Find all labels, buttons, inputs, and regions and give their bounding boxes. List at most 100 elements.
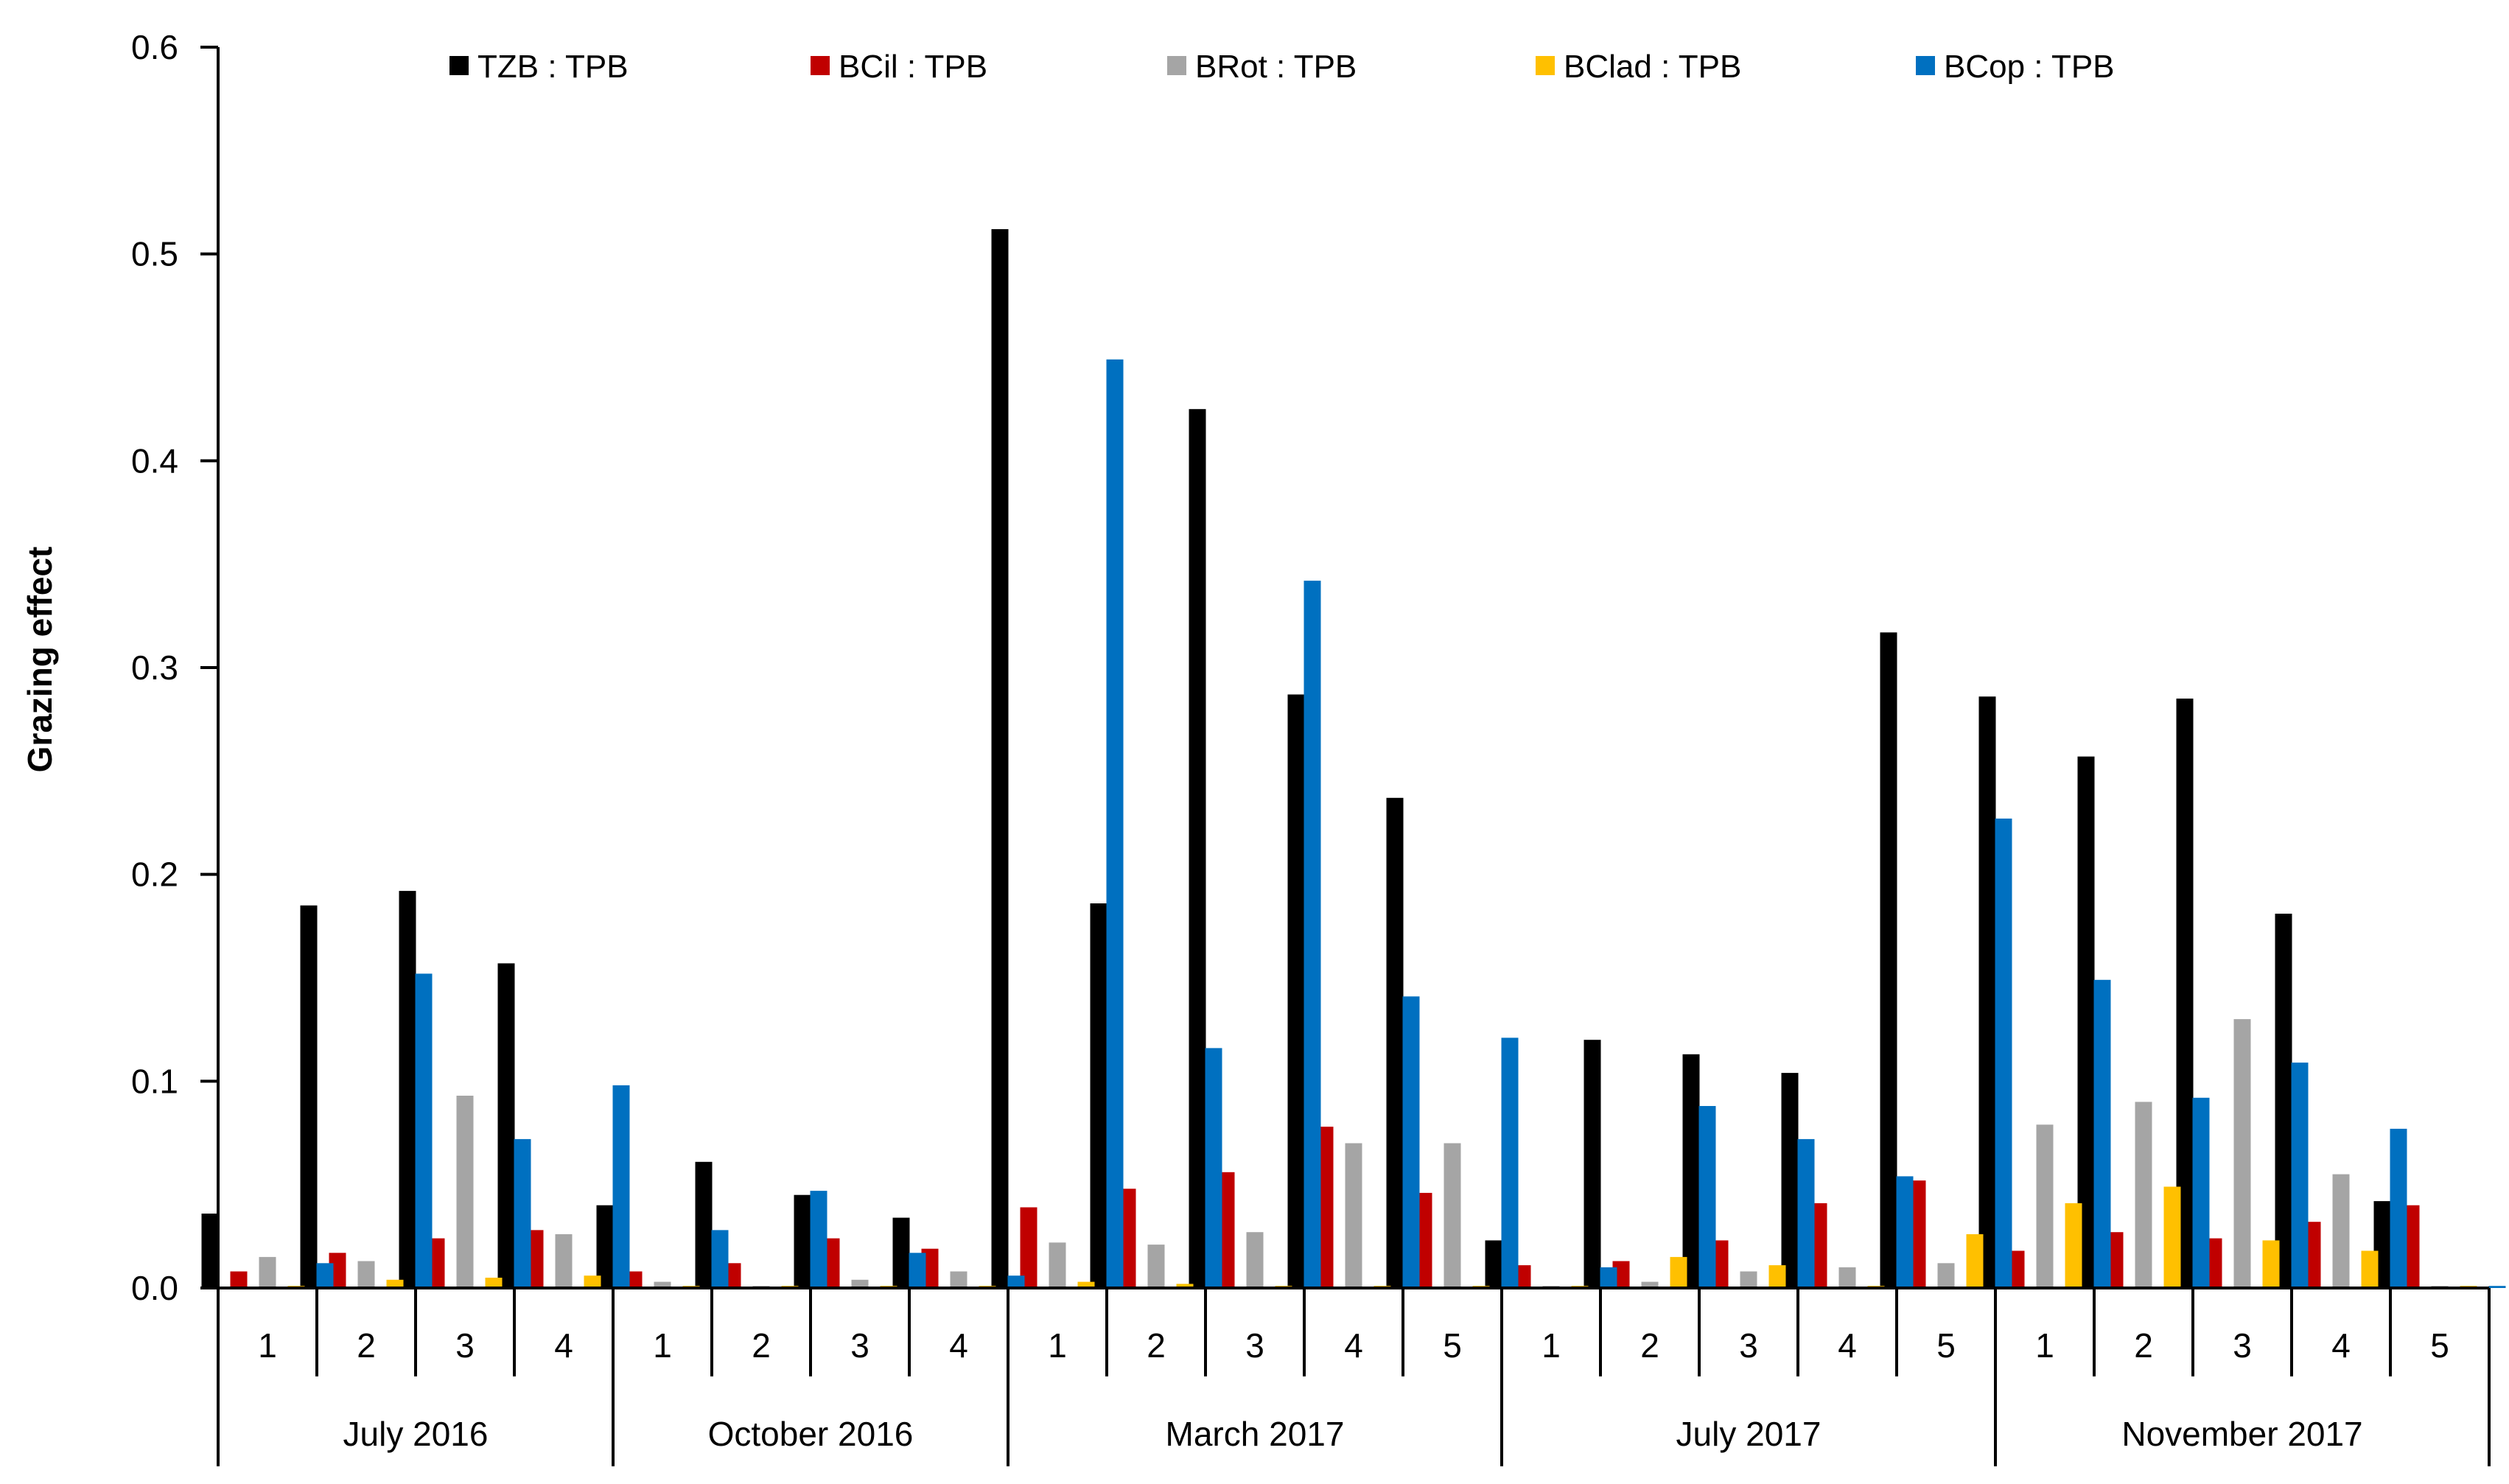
y-tick-label: 0.0 (131, 1269, 178, 1307)
bar-0-16 (1781, 1073, 1799, 1288)
bar-0-18 (1978, 696, 1996, 1288)
bar-3-1 (386, 1279, 404, 1288)
y-tick-label: 0.3 (131, 648, 178, 687)
bar-2-14 (1641, 1281, 1659, 1288)
bar-2-15 (1740, 1271, 1757, 1288)
category-label: 3 (1245, 1326, 1264, 1365)
bar-0-12 (1386, 797, 1404, 1288)
bar-4-1 (415, 973, 433, 1288)
legend-item-4: BCop : TPB (1916, 49, 2115, 85)
bar-2-16 (1838, 1267, 1856, 1288)
bar-3-14 (1670, 1256, 1687, 1288)
bar-2-18 (2036, 1124, 2054, 1288)
bar-0-20 (2176, 699, 2194, 1288)
y-tick-label: 0.1 (131, 1062, 178, 1100)
group-label: November 2017 (2121, 1415, 2362, 1453)
bar-2-2 (456, 1096, 474, 1288)
category-label: 5 (1443, 1326, 1462, 1365)
bar-4-17 (1995, 818, 2012, 1288)
bar-4-8 (1106, 359, 1124, 1288)
bar-0-13 (1485, 1240, 1502, 1288)
category-label: 4 (2331, 1326, 2351, 1365)
series-2 (259, 1019, 2449, 1288)
bar-0-19 (2077, 756, 2095, 1288)
bar-3-15 (1768, 1265, 1786, 1288)
bar-0-6 (794, 1194, 811, 1288)
category-label: 1 (1048, 1326, 1067, 1365)
bar-3-21 (2361, 1250, 2379, 1288)
bar-2-8 (1049, 1242, 1066, 1288)
bar-4-7 (1007, 1275, 1025, 1288)
group-label: October 2016 (708, 1415, 914, 1453)
bar-2-12 (1444, 1143, 1461, 1288)
legend-swatch (1916, 56, 1935, 75)
bar-4-10 (1304, 581, 1321, 1288)
category-label: 1 (2035, 1326, 2054, 1365)
bar-2-7 (950, 1271, 967, 1288)
bar-2-0 (259, 1256, 276, 1288)
bar-4-18 (2093, 979, 2111, 1288)
category-label: 2 (752, 1326, 771, 1365)
group-label: March 2017 (1166, 1415, 1345, 1453)
series-4 (316, 359, 2506, 1288)
category-label: 4 (1838, 1326, 1857, 1365)
bar-4-11 (1402, 996, 1420, 1288)
bar-3-18 (2065, 1203, 2082, 1288)
x-axis: 1 2 3 4 July 2016 1 2 3 4 October 2016 1 2 3 4 5 March … (217, 1287, 2491, 1466)
legend-item-1: BCil : TPB (811, 49, 987, 85)
category-label: 2 (2134, 1326, 2153, 1365)
bar-3-3 (584, 1275, 601, 1288)
y-tick-label: 0.5 (131, 235, 178, 273)
bar-4-14 (1698, 1106, 1716, 1288)
bar-3-2 (485, 1278, 503, 1288)
bar-4-2 (514, 1138, 531, 1288)
bar-4-20 (2291, 1063, 2309, 1288)
bar-4-16 (1896, 1176, 1914, 1288)
bar-4-5 (810, 1191, 827, 1288)
bar-0-0 (201, 1214, 219, 1288)
bar-2-4 (654, 1281, 671, 1288)
bar-4-12 (1501, 1037, 1519, 1288)
bar-0-15 (1682, 1054, 1700, 1288)
category-label: 1 (653, 1326, 672, 1365)
category-label: 2 (1640, 1326, 1659, 1365)
bar-3-17 (1966, 1234, 1984, 1288)
bar-4-9 (1205, 1048, 1222, 1288)
bar-0-8 (991, 229, 1009, 1288)
bar-2-1 (357, 1261, 375, 1288)
series-0 (201, 229, 2391, 1289)
bar-0-14 (1584, 1040, 1601, 1288)
series-3 (287, 1186, 2477, 1288)
legend-label: BClad : TPB (1564, 49, 1741, 85)
legend-item-2: BRot : TPB (1167, 49, 1357, 85)
bar-0-10 (1189, 409, 1206, 1289)
legend-swatch (1167, 56, 1186, 75)
bar-4-15 (1797, 1138, 1815, 1288)
bar-2-17 (1937, 1263, 1955, 1288)
category-label: 5 (1936, 1326, 1956, 1365)
bar-1-8 (1020, 1207, 1037, 1288)
bar-0-9 (1090, 903, 1107, 1288)
bar-2-19 (2135, 1102, 2152, 1288)
bar-0-4 (596, 1205, 614, 1288)
bar-3-8 (1077, 1281, 1095, 1288)
bar-4-6 (909, 1253, 926, 1288)
legend-swatch (811, 56, 830, 75)
category-label: 2 (357, 1326, 376, 1365)
category-label: 4 (554, 1326, 573, 1365)
bar-4-19 (2192, 1097, 2210, 1288)
category-label: 5 (2430, 1326, 2449, 1365)
group-label: July 2017 (1676, 1415, 1822, 1453)
y-tick-label: 0.4 (131, 441, 178, 480)
category-label: 3 (455, 1326, 475, 1365)
bar-2-21 (2332, 1174, 2350, 1288)
bar-0-7 (892, 1217, 910, 1288)
bar-0-21 (2275, 914, 2292, 1288)
legend-label: BCil : TPB (839, 49, 987, 85)
bar-4-4 (711, 1230, 729, 1288)
bar-2-3 (555, 1234, 573, 1288)
category-label: 4 (949, 1326, 968, 1365)
group-label: July 2016 (343, 1415, 489, 1453)
bar-2-11 (1345, 1143, 1362, 1288)
bar-0-2 (399, 891, 416, 1288)
